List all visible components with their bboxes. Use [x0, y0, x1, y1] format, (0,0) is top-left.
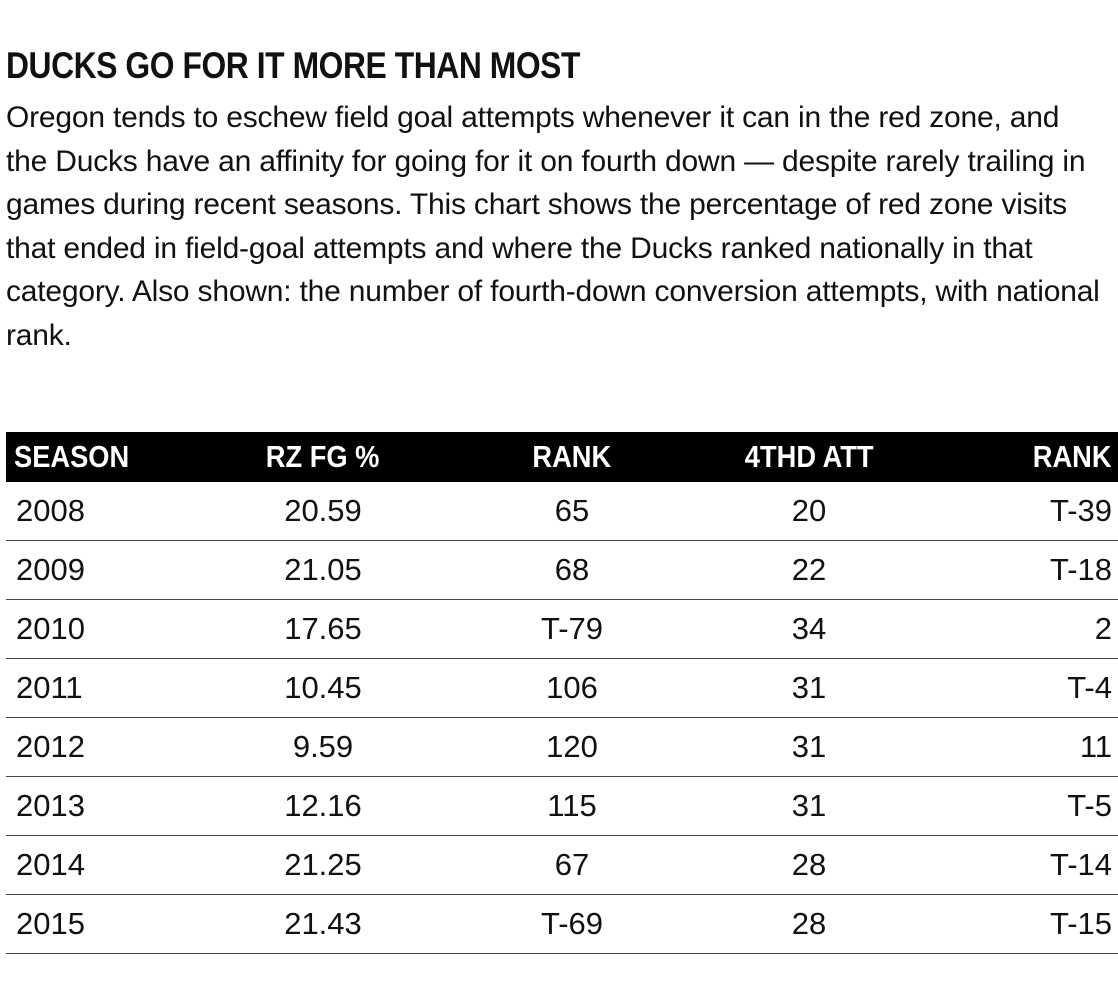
cell-rz-fg-pct: 12.16: [204, 776, 442, 836]
cell-fourth-down-rank: T-39: [916, 482, 1118, 541]
cell-rz-fg-pct: 17.65: [204, 599, 442, 659]
cell-fourth-down-rank: T-18: [916, 540, 1118, 600]
cell-rz-rank: 68: [442, 540, 702, 600]
cell-season: 2011: [6, 658, 204, 718]
column-header-rz-rank: RANK: [442, 432, 702, 482]
cell-rz-rank: T-79: [442, 599, 702, 659]
table-row: 2008 20.59 65 20 T-39: [6, 482, 1118, 541]
cell-fourth-down-att: 34: [702, 599, 916, 659]
column-header-label: SEASON: [14, 439, 130, 474]
cell-fourth-down-att: 31: [702, 717, 916, 777]
cell-season: 2012: [6, 717, 204, 777]
column-header-fourth-down-att: 4THD ATT: [702, 432, 916, 482]
cell-rz-rank: 120: [442, 717, 702, 777]
cell-rz-rank: 115: [442, 776, 702, 836]
table-row: 2011 10.45 106 31 T-4: [6, 658, 1118, 718]
table-row: 2012 9.59 120 31 11: [6, 717, 1118, 777]
column-header-rz-fg: RZ FG %: [204, 432, 442, 482]
graphic: DUCKS GO FOR IT MORE THAN MOST Oregon te…: [6, 40, 1104, 358]
cell-fourth-down-rank: T-4: [916, 658, 1118, 718]
cell-season: 2010: [6, 599, 204, 659]
cell-fourth-down-rank: T-14: [916, 835, 1118, 895]
table-row: 2009 21.05 68 22 T-18: [6, 540, 1118, 600]
cell-fourth-down-att: 31: [702, 776, 916, 836]
table-body: 2008 20.59 65 20 T-39 2009 21.05 68 22 T-18 2010 17…: [6, 482, 1118, 954]
table-row: 2014 21.25 67 28 T-14: [6, 835, 1118, 895]
cell-fourth-down-att: 28: [702, 894, 916, 954]
cell-season: 2008: [6, 482, 204, 541]
column-header-label: RANK: [532, 439, 612, 474]
column-header-label: RANK: [1033, 439, 1112, 474]
cell-fourth-down-rank: T-5: [916, 776, 1118, 836]
cell-rz-fg-pct: 20.59: [204, 482, 442, 541]
column-header-label: 4THD ATT: [744, 439, 874, 474]
cell-rz-fg-pct: 9.59: [204, 717, 442, 777]
column-header-label: RZ FG %: [266, 439, 380, 474]
cell-season: 2009: [6, 540, 204, 600]
cell-fourth-down-rank: T-15: [916, 894, 1118, 954]
column-header-fourth-down-rank: RANK: [916, 432, 1118, 482]
cell-rz-fg-pct: 21.25: [204, 835, 442, 895]
table-header-row: SEASON RZ FG % RANK 4THD ATT RANK: [6, 432, 1118, 482]
cell-rz-rank: 67: [442, 835, 702, 895]
table-row: 2015 21.43 T-69 28 T-15: [6, 894, 1118, 954]
table-row: 2013 12.16 115 31 T-5: [6, 776, 1118, 836]
table-row: 2010 17.65 T-79 34 2: [6, 599, 1118, 659]
cell-fourth-down-att: 22: [702, 540, 916, 600]
cell-rz-fg-pct: 21.43: [204, 894, 442, 954]
cell-rz-fg-pct: 10.45: [204, 658, 442, 718]
cell-season: 2013: [6, 776, 204, 836]
cell-fourth-down-att: 20: [702, 482, 916, 541]
cell-rz-rank: 106: [442, 658, 702, 718]
cell-rz-rank: 65: [442, 482, 702, 541]
cell-rz-rank: T-69: [442, 894, 702, 954]
column-header-season: SEASON: [6, 432, 204, 482]
cell-fourth-down-att: 31: [702, 658, 916, 718]
cell-season: 2015: [6, 894, 204, 954]
chart-intro: Oregon tends to eschew field goal attemp…: [6, 101, 1100, 352]
chart-title: DUCKS GO FOR IT MORE THAN MOST: [6, 45, 580, 86]
cell-fourth-down-att: 28: [702, 835, 916, 895]
cell-fourth-down-rank: 11: [916, 717, 1118, 777]
cell-fourth-down-rank: 2: [916, 599, 1118, 659]
cell-rz-fg-pct: 21.05: [204, 540, 442, 600]
cell-season: 2014: [6, 835, 204, 895]
stats-table: SEASON RZ FG % RANK 4THD ATT RANK 2008 20…: [6, 432, 1118, 954]
